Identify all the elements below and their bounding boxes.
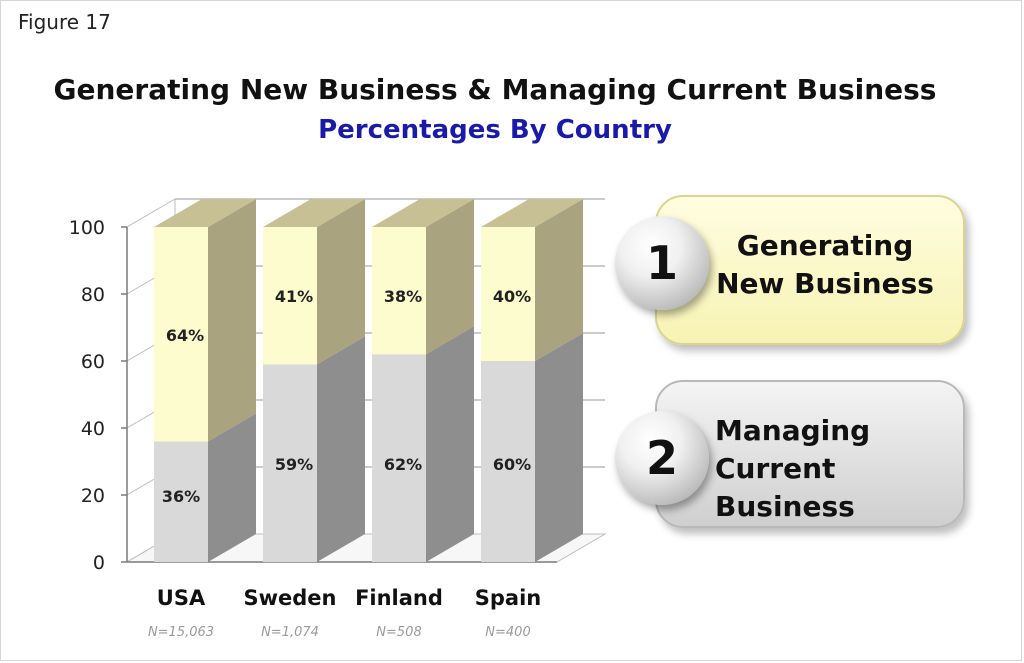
bar-side-current-3 (535, 333, 583, 562)
data-label-new-0: 64% (166, 326, 204, 345)
bar-side-new-1 (317, 199, 365, 365)
category-label-3: Spain (475, 586, 541, 610)
sample-size-label-0: N=15,063 (148, 625, 214, 640)
bar-side-new-2 (426, 199, 474, 355)
bar-side-current-0 (208, 413, 256, 562)
bar-top-3 (481, 199, 583, 227)
chart-title: Generating New Business & Managing Curre… (53, 73, 937, 106)
y-tick-label: 60 (81, 351, 105, 373)
sample-size-label-2: N=508 (376, 625, 421, 640)
legend-label-current-business: Managing Current Business (715, 412, 965, 526)
y-tick-label: 0 (93, 552, 105, 574)
sample-size-label-3: N=400 (485, 625, 530, 640)
category-label-2: Finland (355, 586, 443, 610)
data-label-current-1: 59% (275, 455, 313, 474)
bar-side-current-1 (317, 336, 365, 562)
chart-subtitle: Percentages By Country (318, 115, 672, 145)
bar-current-business-2 (372, 354, 426, 562)
bar-side-new-0 (208, 199, 256, 442)
y-tick-label: 100 (69, 217, 105, 239)
bar-current-business-0 (154, 441, 208, 562)
legend-label-current-business-line1: Managing (715, 414, 871, 447)
bar-new-business-2 (372, 227, 426, 355)
category-label-0: USA (157, 586, 206, 610)
legend-number-ball-1: 1 (615, 216, 709, 310)
data-label-current-2: 62% (384, 455, 422, 474)
gridline-side (126, 198, 176, 228)
bar-top-0 (154, 199, 256, 227)
data-label-new-2: 38% (384, 287, 422, 306)
legend-label-current-business-line2: Current Business (715, 452, 855, 523)
sample-size-label-1: N=1,074 (261, 625, 319, 640)
bar-new-business-3 (481, 227, 535, 361)
legend-label-new-business: Generating New Business (707, 227, 943, 303)
bar-top-2 (372, 199, 474, 227)
bar-new-business-0 (154, 227, 208, 442)
bar-side-new-3 (535, 199, 583, 361)
bar-current-business-3 (481, 361, 535, 562)
y-tick-label: 40 (81, 418, 105, 440)
data-label-new-3: 40% (493, 287, 531, 306)
category-label-1: Sweden (244, 586, 337, 610)
y-tick-label: 20 (81, 485, 105, 507)
bar-side-current-2 (426, 326, 474, 562)
bar-top-1 (263, 199, 365, 227)
legend-label-new-business-line2: New Business (716, 267, 934, 300)
legend-number-ball-2: 2 (615, 411, 709, 505)
bar-new-business-1 (263, 227, 317, 365)
data-label-current-0: 36% (162, 487, 200, 506)
data-label-new-1: 41% (275, 287, 313, 306)
legend-label-new-business-line1: Generating (736, 229, 914, 262)
y-tick-label: 80 (81, 284, 105, 306)
figure-label: Figure 17 (18, 10, 111, 34)
data-label-current-3: 60% (493, 455, 531, 474)
bar-current-business-1 (263, 364, 317, 562)
